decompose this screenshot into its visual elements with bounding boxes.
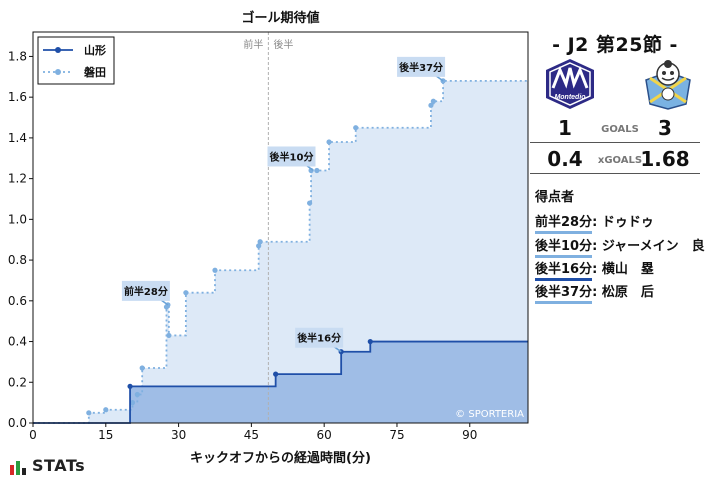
scorer-3: 後半16分: 横山 塁	[535, 258, 654, 281]
crest-text: Montedio	[554, 94, 586, 101]
away-goals: 3	[658, 116, 672, 140]
away-point	[353, 125, 359, 131]
home-area	[33, 341, 528, 423]
y-tick-label: 1.2	[8, 172, 27, 186]
away-point	[256, 243, 262, 249]
scorer-time: 後半10分	[535, 235, 593, 258]
watermark: © SPORTERIA	[455, 409, 524, 420]
legend-home-label: 山形	[84, 43, 106, 57]
goal-callout-box	[121, 280, 170, 301]
away-point	[314, 167, 320, 174]
y-tick-label: 0.2	[8, 375, 27, 389]
away-point	[134, 391, 140, 398]
away-point	[307, 200, 313, 206]
away-point	[212, 267, 218, 273]
x-tick-label: 0	[29, 428, 37, 442]
scorer-4: 後半37分: 松原 后	[535, 281, 654, 304]
home-line	[33, 340, 528, 424]
second-half-label: 後半	[273, 38, 293, 51]
scorer-time: 後半16分	[535, 258, 593, 281]
home-xg: 0.4	[547, 147, 583, 171]
away-point	[166, 332, 172, 339]
away-point	[430, 98, 436, 104]
away-point	[129, 400, 136, 406]
scorers-title: 得点者	[535, 190, 575, 205]
x-tick-label: 45	[244, 428, 259, 442]
x-tick-label: 90	[462, 428, 477, 442]
home-point	[273, 371, 279, 377]
stats-brand: STATs	[32, 456, 86, 475]
away-area	[33, 80, 528, 423]
y-tick-label: 1.6	[8, 90, 27, 104]
scorer-time: 前半28分	[535, 211, 593, 234]
away-xg: 1.68	[640, 147, 690, 171]
y-tick-label: 1.0	[8, 212, 27, 226]
away-point	[183, 290, 189, 296]
legend-box	[37, 36, 115, 85]
legend-away-label: 磐田	[84, 65, 106, 79]
x-tick-label: 60	[317, 428, 332, 442]
home-point	[127, 383, 133, 389]
y-tick-label: 1.4	[8, 131, 27, 145]
x-axis-label: キックオフからの経過時間(分)	[190, 450, 371, 466]
away-point	[257, 239, 263, 245]
away-point	[428, 102, 434, 108]
x-tick-label: 30	[171, 428, 186, 442]
away-point	[86, 410, 92, 416]
y-tick-label: 0.8	[8, 253, 27, 267]
goal-callout-label: 前半28分	[124, 285, 168, 298]
away-point	[139, 365, 145, 371]
goal-callout-label: 後半10分	[270, 150, 314, 163]
home-goals: 1	[558, 116, 572, 140]
montedio-crest-icon: Montedio	[546, 59, 594, 109]
scorer-player: : ドゥドゥ	[592, 215, 654, 230]
goal-callout-box	[267, 146, 316, 167]
goal-callout-box	[295, 327, 344, 348]
scorer-player: : 横山 塁	[592, 262, 654, 277]
goal-callout-box	[397, 56, 446, 77]
scorer-player: : 松原 后	[592, 285, 654, 300]
goals-label: GOALS	[601, 124, 639, 135]
legend-away-marker	[55, 69, 61, 75]
y-tick-label: 0.6	[8, 294, 27, 308]
goals-row: 1 GOALS 3	[530, 116, 700, 143]
match-panel: - J2 第25節 - Montedio 1 GOALS 3 0.4 xGOAL…	[530, 0, 707, 479]
away-point	[326, 139, 332, 145]
match-title: - J2 第25節 -	[552, 34, 678, 56]
scorer-player: : ジャーメイン 良	[592, 239, 705, 254]
jubilo-crest-icon	[645, 60, 691, 110]
legend-home-marker	[55, 47, 61, 53]
x-tick-label: 75	[389, 428, 404, 442]
y-tick-label: 0.0	[8, 416, 27, 430]
scorer-time: 後半37分	[535, 281, 593, 304]
away-point	[103, 407, 109, 413]
x-tick-label: 15	[98, 428, 113, 442]
scorer-1: 前半28分: ドゥドゥ	[535, 211, 654, 234]
goal-callout-label: 後半16分	[297, 332, 341, 345]
first-half-label: 前半	[243, 38, 263, 51]
home-point	[367, 338, 373, 345]
chart-title: ゴール期待値	[241, 10, 319, 26]
y-tick-label: 0.4	[8, 335, 27, 349]
goal-callout-label: 後半37分	[399, 61, 443, 74]
plot-frame	[32, 31, 529, 424]
scorer-2: 後半10分: ジャーメイン 良	[535, 235, 705, 258]
xg-label: xGOALS	[597, 155, 643, 166]
stats-bars-icon	[10, 461, 26, 475]
y-tick-label: 1.8	[8, 49, 27, 63]
xg-row: 0.4 xGOALS 1.68	[530, 147, 700, 174]
